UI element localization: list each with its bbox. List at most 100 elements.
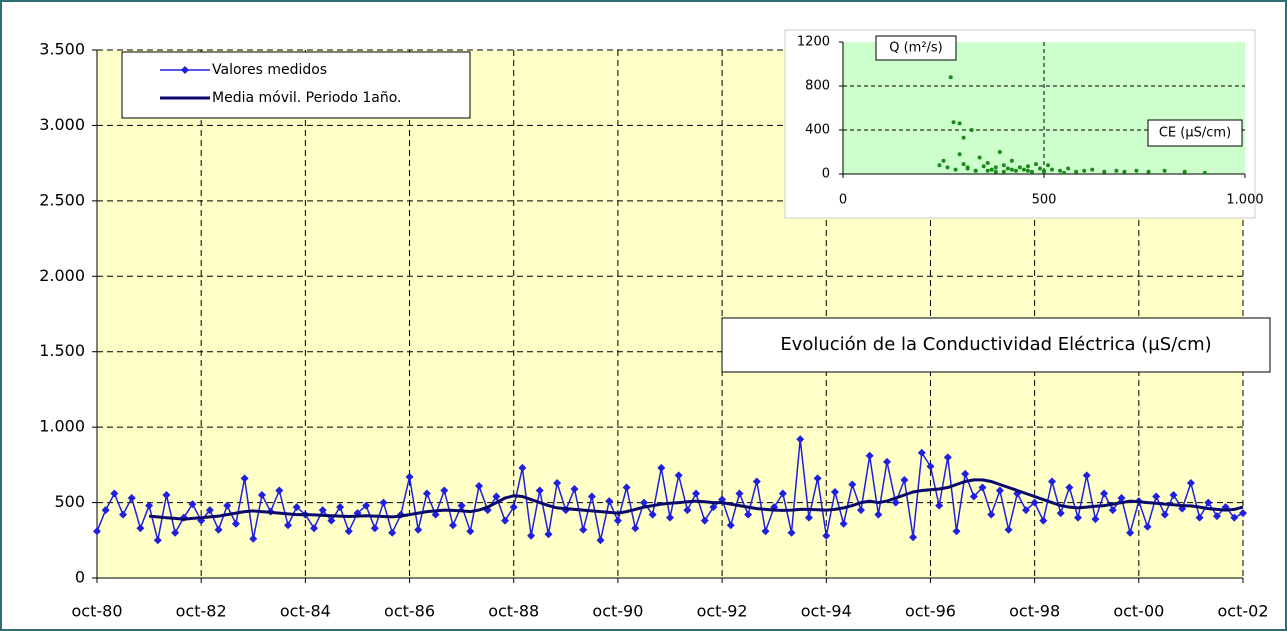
point (981, 164, 986, 169)
legend (121, 51, 471, 119)
marker (961, 469, 970, 478)
marker (570, 484, 579, 493)
marker (318, 506, 327, 515)
marker (839, 519, 848, 528)
marker (735, 489, 744, 498)
marker (1230, 513, 1239, 522)
point (1062, 170, 1067, 175)
marker (1039, 516, 1048, 525)
marker (995, 486, 1004, 495)
marker (405, 472, 414, 481)
x-tick-label: oct-88 (488, 602, 539, 621)
point (957, 121, 962, 126)
marker (917, 448, 926, 457)
marker (214, 525, 223, 534)
point (1009, 158, 1014, 163)
point (1058, 168, 1063, 173)
point (941, 158, 946, 163)
marker (292, 503, 301, 512)
marker (709, 503, 718, 512)
legend-label: Media móvil. Periodo 1año. (212, 90, 401, 106)
marker (535, 486, 544, 495)
marker (336, 503, 345, 512)
inset-y-tick-label: 800 (805, 79, 830, 94)
point (961, 135, 966, 140)
y-tick-label: 2.500 (39, 190, 85, 209)
point (1017, 165, 1022, 170)
marker (475, 481, 483, 490)
x-tick-label: oct-98 (1009, 602, 1060, 621)
marker (804, 513, 813, 522)
legend-label: Valores medidos (212, 62, 327, 78)
point (1021, 167, 1026, 172)
point (1050, 167, 1055, 172)
marker (952, 527, 961, 536)
marker (518, 463, 527, 472)
point (977, 155, 982, 160)
marker (553, 478, 562, 487)
point (1042, 169, 1046, 174)
inset-ylabel: Q (m²/s) (889, 41, 943, 56)
x-tick-label: oct-96 (905, 602, 956, 621)
marker (110, 489, 119, 498)
point (1182, 169, 1187, 174)
inset-y-tick-label: 1200 (797, 35, 830, 50)
point (1074, 169, 1079, 174)
marker (744, 510, 753, 519)
marker (978, 483, 987, 492)
marker (683, 506, 692, 515)
marker (257, 491, 266, 500)
marker (1048, 477, 1056, 486)
marker (370, 524, 379, 533)
marker (1212, 512, 1221, 521)
inset-xlabel: CE (µS/cm) (1159, 126, 1231, 141)
marker (93, 527, 101, 536)
marker (509, 503, 518, 512)
point (1146, 169, 1151, 174)
x-tick-label: oct-90 (592, 602, 643, 621)
point (993, 169, 998, 174)
point (993, 165, 998, 170)
marker (1160, 510, 1169, 519)
marker (440, 486, 449, 495)
marker (171, 528, 180, 537)
marker (310, 524, 319, 533)
marker (596, 536, 605, 545)
marker (587, 492, 596, 501)
point (965, 165, 970, 170)
marker (362, 501, 371, 510)
marker (1021, 506, 1030, 515)
x-tick-label: oct-82 (176, 602, 227, 621)
marker (127, 494, 136, 503)
annotation-box (721, 317, 1271, 373)
point (1082, 168, 1087, 173)
inset-ylabel-box (875, 35, 957, 61)
marker (223, 501, 232, 510)
inset-y-tick-label: 400 (805, 123, 830, 138)
marker (1004, 525, 1013, 534)
marker (1186, 478, 1195, 487)
point (948, 75, 953, 80)
marker (249, 534, 258, 543)
marker (778, 489, 787, 498)
marker (787, 528, 796, 537)
marker (1126, 528, 1135, 537)
marker (761, 527, 770, 536)
point (1162, 168, 1167, 173)
marker (631, 524, 640, 533)
point (985, 168, 990, 173)
series-line (148, 478, 1244, 521)
marker (1108, 506, 1117, 515)
point (1001, 169, 1006, 174)
marker (1100, 489, 1109, 498)
point (1037, 166, 1042, 171)
marker (1195, 513, 1204, 522)
marker (613, 516, 622, 525)
marker (527, 531, 536, 540)
marker (153, 536, 162, 545)
marker (830, 488, 839, 497)
marker (1091, 515, 1100, 524)
marker (726, 521, 735, 530)
x-tick-label: oct-94 (801, 602, 852, 621)
